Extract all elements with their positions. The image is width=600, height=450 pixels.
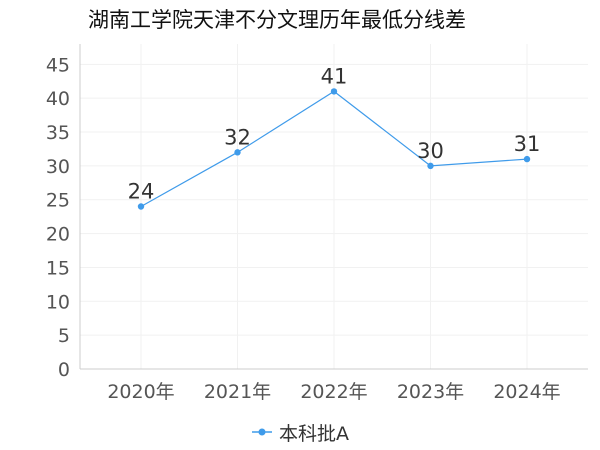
y-tick-label: 20 — [46, 224, 70, 246]
x-tick-label: 2021年 — [204, 381, 271, 403]
x-tick-label: 2024年 — [493, 381, 560, 403]
y-tick-label: 30 — [46, 156, 70, 178]
y-tick-label: 40 — [46, 88, 70, 110]
data-label: 31 — [514, 132, 541, 156]
y-tick-label: 25 — [46, 190, 70, 212]
legend-label: 本科批A — [279, 422, 349, 445]
y-tick-label: 45 — [46, 54, 70, 76]
data-point[interactable] — [234, 149, 241, 156]
legend-marker-icon — [252, 428, 272, 436]
x-tick-label: 2022年 — [300, 381, 367, 403]
data-labels: 24 32 41 30 31 — [128, 64, 541, 203]
data-label: 41 — [321, 64, 348, 88]
data-label: 24 — [128, 180, 155, 204]
data-label: 32 — [224, 125, 251, 149]
data-point[interactable] — [330, 88, 338, 95]
series-group — [137, 88, 531, 210]
x-tick-label: 2023年 — [397, 381, 464, 403]
data-point[interactable] — [427, 162, 434, 170]
y-tick-label: 35 — [46, 122, 70, 144]
legend[interactable]: 本科批A — [0, 419, 600, 445]
x-tick-label: 2020年 — [107, 381, 174, 403]
data-label: 30 — [417, 139, 444, 163]
data-point[interactable] — [137, 203, 145, 210]
data-point[interactable] — [523, 155, 531, 163]
y-tick-labels: 0 5 10 15 20 25 30 35 40 45 — [46, 54, 70, 381]
chart-title: 湖南工学院天津不分文理历年最低分线差 — [88, 8, 466, 32]
y-tick-label: 15 — [46, 257, 70, 279]
y-tick-label: 0 — [58, 359, 70, 381]
legend-item-series-1[interactable]: 本科批A — [251, 419, 349, 446]
y-tick-label: 5 — [58, 325, 70, 347]
x-tick-labels: 2020年 2021年 2022年 2023年 2024年 — [107, 381, 560, 403]
axes — [79, 44, 588, 370]
y-tick-label: 10 — [46, 291, 70, 313]
